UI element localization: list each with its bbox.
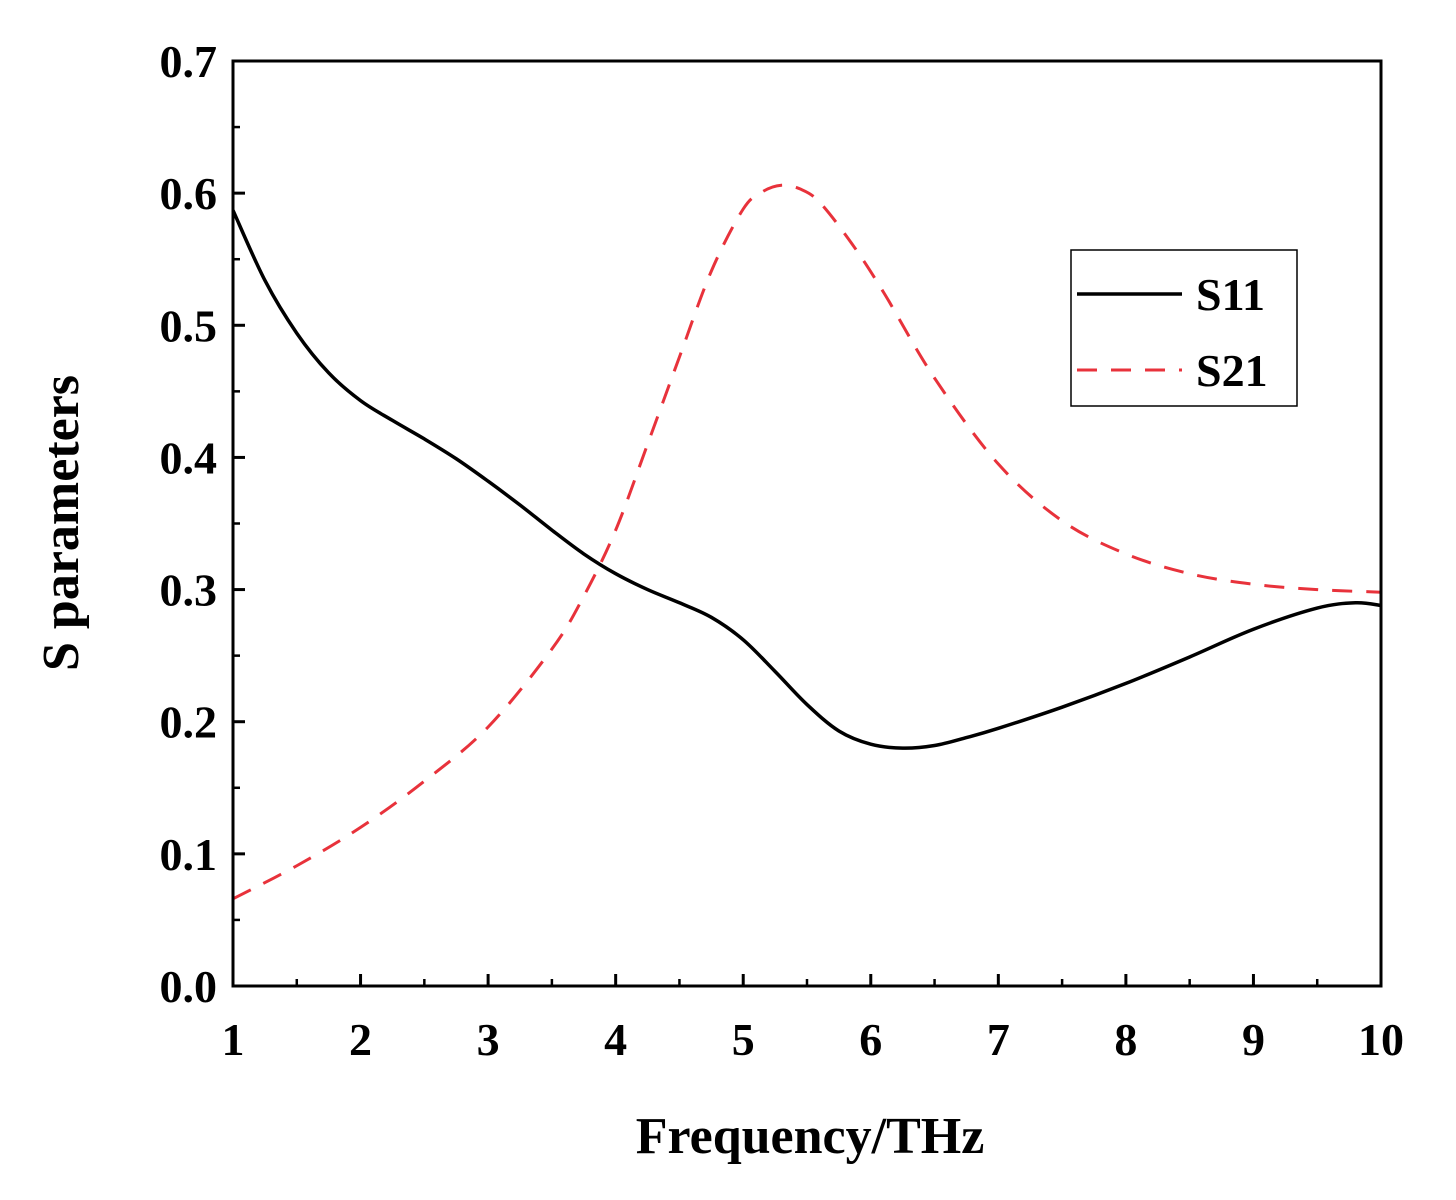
y-tick-label: 0.1 [160,829,218,880]
series-line-s21 [232,183,1382,901]
x-tick-label: 4 [604,1014,627,1065]
y-axis-title: S parameters [33,375,90,671]
legend-box [1070,249,1298,407]
y-tick-label: 0.7 [160,36,218,87]
y-tick-label: 0.4 [160,432,218,483]
x-tick-label: 7 [987,1014,1010,1065]
y-tick-label: 0.6 [160,168,218,219]
y-tick-label: 0.2 [160,697,218,748]
x-tick-label: 8 [1114,1014,1137,1065]
legend-label-s11: S11 [1196,269,1265,320]
series-layer [231,183,1382,901]
x-tick-label: 1 [222,1014,245,1065]
x-tick-label: 3 [477,1014,500,1065]
axes-layer: 0.0 0.1 0.2 0.3 0.4 0.5 0.6 0.7 1 2 3 4 5 6 7 8 9 10 [160,36,1405,1065]
x-tick-label: 10 [1358,1014,1404,1065]
y-tick-label: 0.0 [160,961,218,1012]
y-tick-label: 0.3 [160,565,218,616]
series-line-s11 [231,209,1382,750]
x-axis-title: Frequency/THz [636,1108,985,1165]
x-tick-label: 5 [732,1014,755,1065]
x-tick-label: 2 [349,1014,372,1065]
y-tick-label: 0.5 [160,300,218,351]
legend-label-s21: S21 [1196,345,1268,396]
x-tick-label: 9 [1242,1014,1265,1065]
x-tick-label: 6 [859,1014,882,1065]
